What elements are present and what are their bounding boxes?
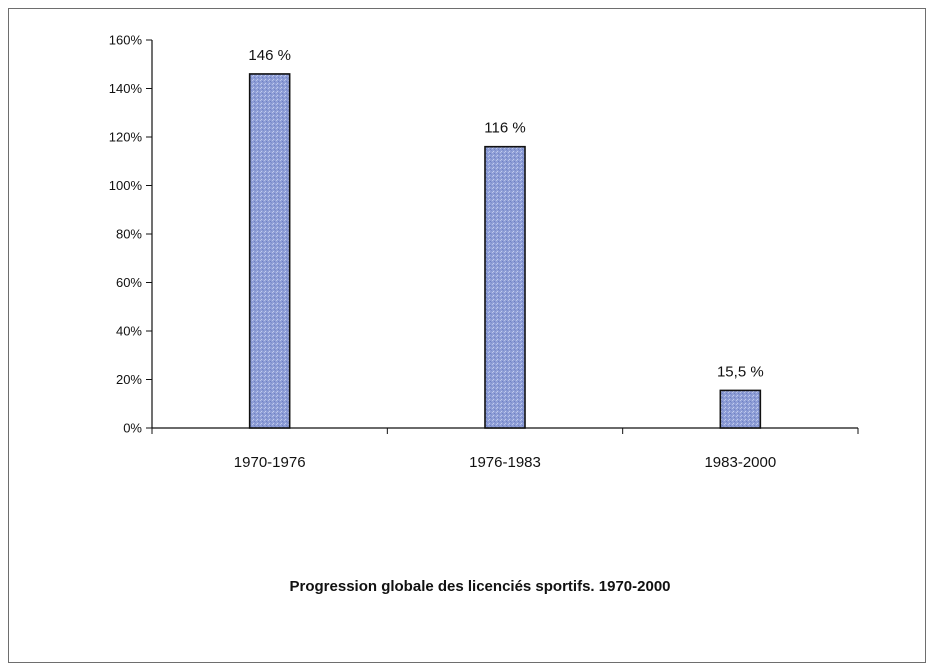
chart-title: Progression globale des licenciés sporti…	[290, 578, 671, 595]
labels: 146 % 1970-1976 116 % 1976-1983 15,5 % 1983-2…	[234, 47, 776, 471]
y-tick-label: 140%	[109, 81, 143, 96]
bar	[248, 73, 291, 429]
y-tick-label: 160%	[109, 33, 143, 48]
y-tick-label: 20%	[116, 372, 142, 387]
data-label: 116 %	[484, 120, 525, 137]
data-label: 15,5 %	[717, 363, 764, 380]
y-tick-label: 0%	[123, 421, 142, 436]
y-tick-label: 120%	[109, 130, 143, 145]
data-label: 146 %	[248, 47, 291, 64]
bars	[248, 73, 762, 429]
category-label: 1970-1976	[234, 454, 306, 471]
y-tick-label: 40%	[116, 324, 142, 339]
bar	[719, 389, 762, 429]
category-label: 1976-1983	[469, 454, 541, 471]
category-label: 1983-2000	[704, 454, 776, 471]
y-tick-label: 60%	[116, 275, 142, 290]
chart-frame	[8, 8, 926, 663]
y-tick-label: 100%	[109, 178, 143, 193]
bar	[484, 145, 526, 429]
y-tick-label: 80%	[116, 227, 142, 242]
